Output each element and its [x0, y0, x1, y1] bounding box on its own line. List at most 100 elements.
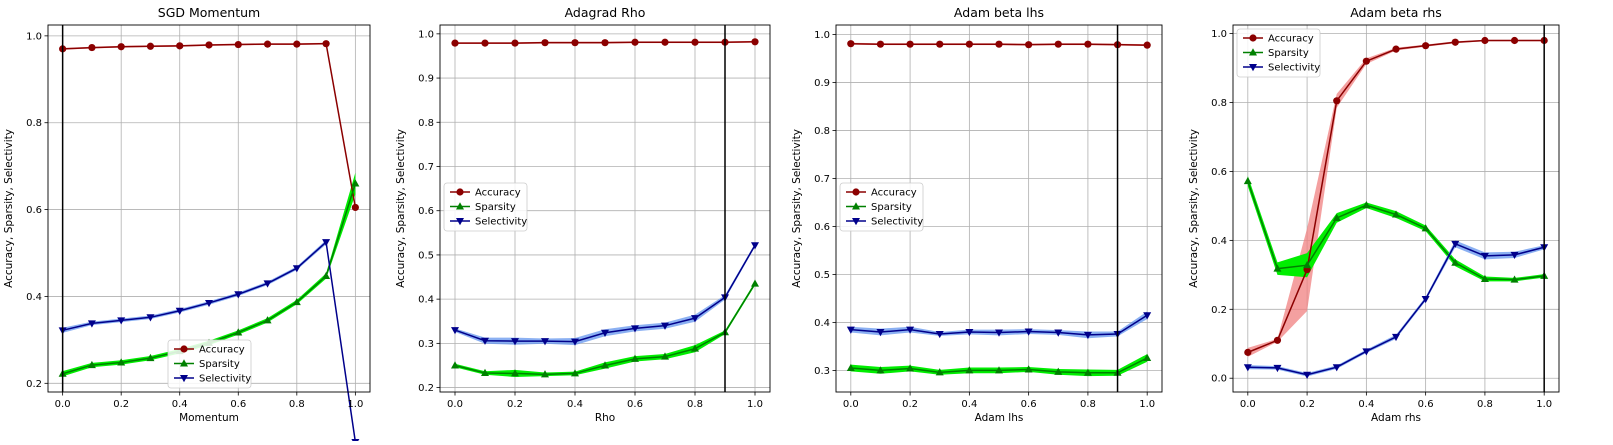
point-accuracy [293, 40, 301, 48]
x-tick-label: 0.8 [1080, 399, 1096, 410]
x-tick-label: 0.2 [902, 399, 918, 410]
y-tick-label: 0.5 [418, 250, 434, 261]
legend-marker [456, 202, 464, 210]
point-selectivity [876, 329, 885, 337]
point-accuracy [691, 38, 699, 46]
y-tick-label: 0.6 [26, 205, 42, 216]
point-sparsity [876, 366, 885, 374]
point-sparsity [1024, 365, 1033, 373]
series-line-accuracy [62, 42, 357, 208]
legend-marker [180, 375, 188, 383]
chart-panel-4: 0.0 0.2 0.4 0.6 0.8 1.0 0.0 0.2 0.4 0.6 0.8 1.0 Adam… [1188, 5, 1560, 424]
chart-panel-3: 0.0 0.2 0.4 0.6 0.8 1.0 0.3 0.4 0.5 0.6 0.7 0.8 0.9 1… [791, 5, 1163, 424]
point-accuracy [631, 38, 639, 46]
y-tick-label: 0.7 [418, 162, 434, 173]
y-tick-label: 0.4 [26, 292, 42, 303]
point-accuracy [571, 39, 579, 47]
point-accuracy [234, 40, 242, 49]
legend-label: Selectivity [871, 217, 923, 228]
y-tick-label: 0.6 [418, 206, 434, 217]
point-selectivity [601, 329, 609, 337]
legend-frame [443, 182, 528, 232]
point-selectivity [1362, 348, 1371, 356]
legend-label: Selectivity [199, 374, 251, 385]
y-tick-label: 0.6 [814, 222, 830, 233]
point-selectivity [234, 291, 243, 299]
point-accuracy [751, 38, 759, 46]
point-accuracy [481, 39, 489, 47]
x-tick-label: 0.2 [113, 399, 129, 410]
legend-marker [852, 202, 860, 210]
point-accuracy [936, 40, 944, 48]
point-selectivity [1451, 240, 1460, 249]
point-sparsity [571, 369, 579, 377]
point-sparsity [631, 354, 639, 362]
point-selectivity [481, 337, 489, 345]
legend-label: Sparsity [199, 359, 240, 370]
legend-marker [852, 188, 860, 196]
point-selectivity [935, 330, 944, 339]
y-tick-label: 0.8 [1211, 98, 1227, 109]
point-sparsity [906, 364, 915, 372]
legend-marker [1249, 34, 1257, 42]
chart-title: Adam beta lhs [954, 5, 1044, 20]
point-sparsity [601, 361, 609, 369]
x-tick-label: 1.0 [1536, 399, 1552, 410]
point-sparsity [1392, 210, 1400, 218]
x-tick-label: 0.2 [507, 399, 523, 410]
point-accuracy [176, 42, 184, 50]
y-tick-label: 1.0 [814, 30, 830, 41]
x-tick-label: 0.4 [172, 399, 188, 410]
point-accuracy [146, 42, 155, 50]
x-tick-label: 0.4 [1358, 399, 1374, 410]
point-sparsity [541, 370, 549, 378]
point-sparsity [1303, 260, 1312, 269]
x-tick-label: 0.0 [55, 399, 71, 410]
point-sparsity [263, 316, 272, 324]
point-sparsity [661, 352, 669, 360]
point-selectivity [1054, 329, 1063, 337]
legend-label: Accuracy [871, 188, 917, 199]
x-tick-label: 0.6 [627, 399, 643, 410]
y-tick-label: 0.2 [1211, 305, 1227, 316]
y-tick-label: 0.3 [814, 366, 830, 377]
point-selectivity [995, 329, 1003, 337]
point-sparsity [1421, 224, 1430, 232]
band-selectivity [455, 243, 755, 346]
legend: Accuracy Sparsity Selectivity [443, 182, 528, 232]
x-tick-label: 0.4 [961, 399, 977, 410]
point-sparsity [1054, 367, 1063, 375]
x-tick-label: 1.0 [747, 399, 763, 410]
point-sparsity [292, 297, 301, 306]
y-tick-label: 0.4 [814, 318, 830, 329]
point-accuracy [1143, 41, 1151, 49]
legend-label: Accuracy [475, 188, 521, 199]
point-sparsity [751, 279, 759, 287]
point-sparsity [846, 363, 855, 372]
point-selectivity [661, 322, 669, 330]
x-tick-label: 0.0 [447, 399, 463, 410]
legend-marker [1249, 48, 1257, 56]
y-axis-label: Accuracy, Sparsity, Selectivity [791, 129, 803, 288]
x-tick-label: 0.6 [1418, 399, 1434, 410]
x-axis-label: Rho [595, 412, 615, 424]
legend-marker [456, 188, 464, 196]
y-axis-label: Accuracy, Sparsity, Selectivity [395, 129, 407, 288]
plot-frame [1232, 24, 1560, 393]
y-tick-label: 0.3 [418, 339, 434, 350]
point-accuracy [541, 39, 549, 47]
point-sparsity [935, 368, 944, 376]
series-line-sparsity [454, 283, 756, 376]
point-selectivity [292, 265, 301, 273]
legend-label: Sparsity [1268, 48, 1309, 59]
x-tick-label: 0.6 [230, 399, 246, 410]
x-tick-label: 0.0 [843, 399, 859, 410]
legend-label: Selectivity [1268, 63, 1320, 74]
legend-frame [1236, 28, 1321, 78]
y-axis-label: Accuracy, Sparsity, Selectivity [3, 129, 15, 288]
point-sparsity [322, 271, 331, 280]
legend-marker [852, 218, 860, 226]
x-tick-label: 0.0 [1240, 399, 1256, 410]
y-tick-label: 0.4 [1211, 236, 1227, 247]
